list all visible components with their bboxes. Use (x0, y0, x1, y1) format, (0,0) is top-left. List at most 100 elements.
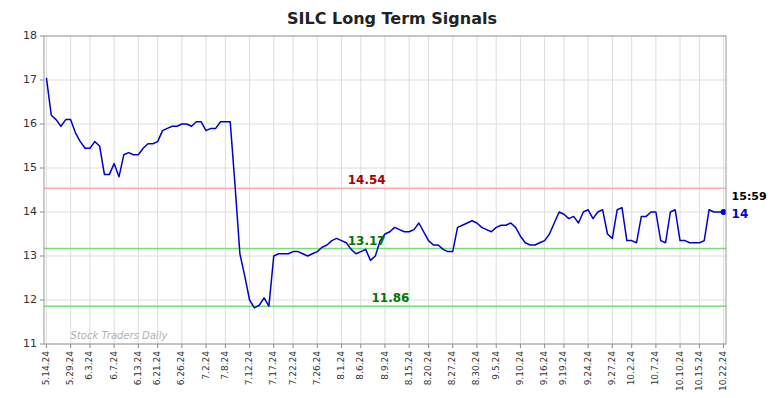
x-grid-line (181, 36, 182, 344)
y-tick-label: 12 (23, 293, 37, 306)
x-tick-label: 9.27.24 (607, 351, 617, 386)
x-tick-label: 7.26.24 (312, 351, 322, 386)
x-tick (114, 344, 115, 348)
x-tick-label: 7.22.24 (288, 351, 298, 386)
x-tick-label: 10.22.24 (718, 351, 728, 391)
reference-label: 11.86 (371, 291, 409, 305)
x-tick (249, 344, 250, 348)
x-tick-label: 10.15.24 (694, 351, 704, 391)
x-tick-label: 10.7.24 (650, 351, 660, 386)
y-tick-label: 16 (23, 117, 37, 130)
x-tick-label: 9.10.24 (515, 351, 525, 386)
x-tick-label: 9.5.24 (491, 351, 501, 380)
x-tick (655, 344, 656, 348)
x-grid-line (360, 36, 361, 344)
x-tick (89, 344, 90, 348)
x-tick (563, 344, 564, 348)
x-grid-line (70, 36, 71, 344)
x-tick (631, 344, 632, 348)
x-grid-line (680, 36, 681, 344)
x-grid-line (496, 36, 497, 344)
watermark: Stock Traders Daily (71, 330, 169, 341)
end-label-time: 15:59 (732, 190, 767, 203)
x-tick-label: 6.21.24 (152, 351, 162, 386)
y-tick-label: 17 (23, 73, 37, 86)
x-grid-line (520, 36, 521, 344)
y-tick (40, 80, 44, 81)
x-tick-label: 10.2.24 (626, 351, 636, 386)
y-tick-label: 15 (23, 161, 37, 174)
x-tick (699, 344, 700, 348)
chart: SILC Long Term Signals11121314151617185.… (0, 0, 784, 398)
x-tick (46, 344, 47, 348)
x-tick (680, 344, 681, 348)
x-grid-line (341, 36, 342, 344)
x-tick (544, 344, 545, 348)
x-tick (452, 344, 453, 348)
x-tick (157, 344, 158, 348)
title: SILC Long Term Signals (287, 9, 497, 28)
x-tick-label: 8.15.24 (404, 351, 414, 386)
x-tick-label: 6.7.24 (109, 351, 119, 380)
x-tick-label: 8.1.24 (336, 351, 346, 380)
x-grid-line (157, 36, 158, 344)
x-tick (273, 344, 274, 348)
x-grid-line (655, 36, 656, 344)
x-tick (341, 344, 342, 348)
x-tick (138, 344, 139, 348)
x-tick-label: 8.9.24 (380, 351, 390, 380)
price-line (46, 78, 723, 308)
end-label-price: 14 (732, 207, 749, 221)
reference-label: 13.17 (348, 234, 386, 248)
y-tick (40, 124, 44, 125)
x-grid-line (612, 36, 613, 344)
reference-line (44, 248, 726, 250)
y-tick-label: 11 (23, 337, 37, 350)
x-tick-label: 5.14.24 (41, 351, 51, 386)
reference-label: 14.54 (348, 173, 386, 187)
x-tick-label: 7.2.24 (201, 351, 211, 380)
x-tick (476, 344, 477, 348)
x-tick-label: 7.8.24 (220, 351, 230, 380)
x-tick-label: 6.3.24 (84, 351, 94, 380)
x-grid-line (428, 36, 429, 344)
y-tick (40, 168, 44, 169)
x-grid-line (206, 36, 207, 344)
x-tick-label: 9.24.24 (583, 351, 593, 386)
x-tick-label: 8.20.24 (423, 351, 433, 386)
x-tick (225, 344, 226, 348)
x-tick (520, 344, 521, 348)
x-tick (181, 344, 182, 348)
grid (44, 36, 726, 344)
x-tick-label: 9.19.24 (558, 351, 568, 386)
end-point (721, 209, 726, 215)
x-grid-line (631, 36, 632, 344)
x-grid-line (293, 36, 294, 344)
y-tick (40, 36, 44, 37)
x-tick (496, 344, 497, 348)
x-tick (723, 344, 724, 348)
x-grid-line (273, 36, 274, 344)
x-tick-label: 8.30.24 (471, 351, 481, 386)
x-grid-line (699, 36, 700, 344)
x-tick-label: 6.13.24 (133, 351, 143, 386)
plot-frame (44, 36, 726, 344)
plot-background (44, 36, 726, 344)
x-tick-label: 10.10.24 (675, 351, 685, 391)
y-tick-label: 14 (23, 205, 37, 218)
x-tick-label: 8.27.24 (447, 351, 457, 386)
x-grid-line (723, 36, 724, 344)
x-tick (206, 344, 207, 348)
x-tick-label: 8.6.24 (355, 351, 365, 380)
y-tick (40, 300, 44, 301)
x-tick (360, 344, 361, 348)
y-tick (40, 344, 44, 345)
y-tick (40, 212, 44, 213)
x-grid-line (225, 36, 226, 344)
y-tick (40, 256, 44, 257)
x-tick (612, 344, 613, 348)
reference-line (44, 305, 726, 307)
x-grid-line (317, 36, 318, 344)
x-grid-line (588, 36, 589, 344)
plot-area (44, 78, 726, 308)
